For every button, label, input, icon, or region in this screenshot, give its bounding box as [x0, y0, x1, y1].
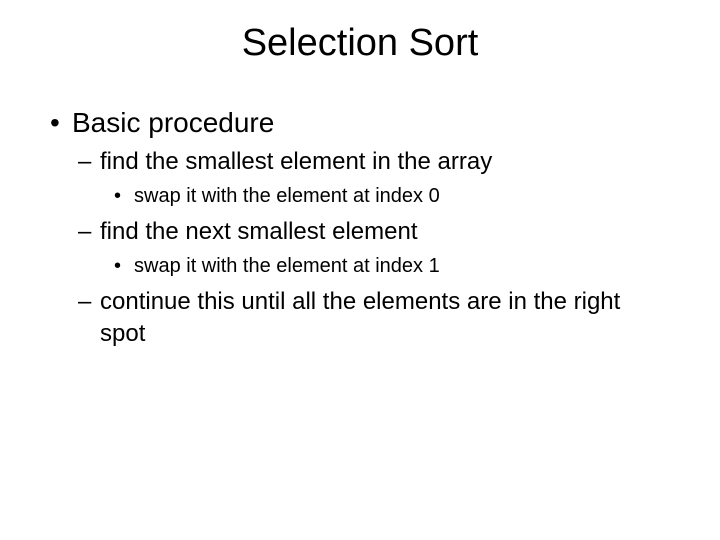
- bullet-l2: continue this until all the elements are…: [78, 286, 670, 348]
- bullet-l2: find the smallest element in the array: [78, 146, 670, 177]
- bullet-l2: find the next smallest element: [78, 216, 670, 247]
- bullet-l3: swap it with the element at index 0: [114, 183, 670, 210]
- slide: Selection Sort Basic procedure find the …: [0, 0, 720, 540]
- slide-title: Selection Sort: [0, 0, 720, 65]
- slide-body: Basic procedure find the smallest elemen…: [0, 65, 720, 349]
- bullet-l3: swap it with the element at index 1: [114, 253, 670, 280]
- bullet-l1: Basic procedure: [50, 105, 670, 140]
